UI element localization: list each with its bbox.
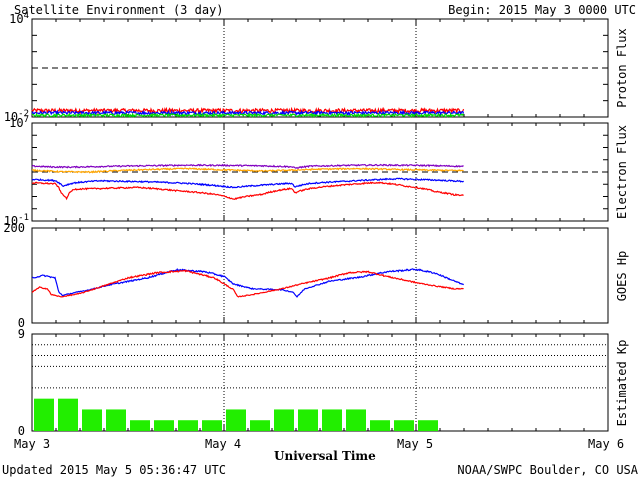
kp-bar: [370, 420, 390, 431]
electron-series-line: [32, 181, 464, 201]
panel-electron: 107 10-1: [4, 115, 609, 228]
x-tick-may6: May 6: [588, 437, 625, 451]
estimated-kp-label: Estimated Kp: [615, 339, 629, 427]
goes-hp-label: GOES Hp: [615, 250, 629, 302]
electron-y-tick-label: 10-1: [4, 213, 29, 228]
kp-bar: [298, 409, 318, 431]
x-tick-may3: May 3: [14, 437, 51, 451]
goes-series-line: [31, 269, 464, 298]
kp-y-tick-label: 9: [18, 327, 25, 341]
goes-y-tick-label: 0: [18, 316, 25, 330]
kp-bar: [154, 420, 174, 431]
updated-timestamp: Updated 2015 May 5 05:36:47 UTC: [2, 463, 226, 477]
proton-frame: [31, 18, 609, 118]
electron-flux-label: Electron Flux: [615, 125, 629, 219]
proton-y-tick-label: 104: [9, 11, 29, 26]
kp-bar: [226, 409, 246, 431]
goes-y-tick-label: 200: [3, 221, 25, 235]
kp-bar: [250, 420, 270, 431]
electron-y-tick-label: 107: [9, 115, 29, 130]
electron-series-line: [31, 167, 464, 174]
proton-series-line: [31, 109, 465, 117]
goes-frame: [31, 227, 609, 324]
kp-bar: [418, 420, 438, 431]
goes-series-line: [32, 268, 465, 298]
x-tick-may4: May 4: [205, 437, 242, 451]
kp-bar: [202, 420, 222, 431]
proton-series-line: [31, 112, 465, 119]
kp-bar: [82, 409, 102, 431]
electron-series-line: [31, 177, 465, 189]
panel-kp: 90: [18, 327, 609, 438]
agency-credit: NOAA/SWPC Boulder, CO USA: [457, 463, 638, 477]
electron-frame: [31, 122, 609, 222]
proton-series-line: [31, 106, 465, 116]
kp-bar: [178, 420, 198, 431]
kp-bar: [130, 420, 150, 431]
proton-flux-label: Proton Flux: [615, 28, 629, 108]
kp-bar: [274, 409, 294, 431]
kp-bar: [34, 398, 54, 431]
kp-bar: [58, 398, 78, 431]
kp-bar: [322, 409, 342, 431]
kp-y-tick-label: 0: [18, 424, 25, 438]
kp-bar: [106, 409, 126, 431]
panel-proton: 104 10-2: [4, 11, 609, 124]
x-axis-label: Universal Time: [274, 449, 376, 463]
kp-bar: [394, 420, 414, 431]
proton-y-tick-label: 10-2: [4, 109, 29, 124]
electron-series-line: [31, 163, 464, 169]
begin-time: Begin: 2015 May 3 0000 UTC: [448, 3, 636, 17]
plot-title: Satellite Environment (3 day): [14, 3, 224, 17]
x-tick-may5: May 5: [397, 437, 434, 451]
kp-bar: [346, 409, 366, 431]
